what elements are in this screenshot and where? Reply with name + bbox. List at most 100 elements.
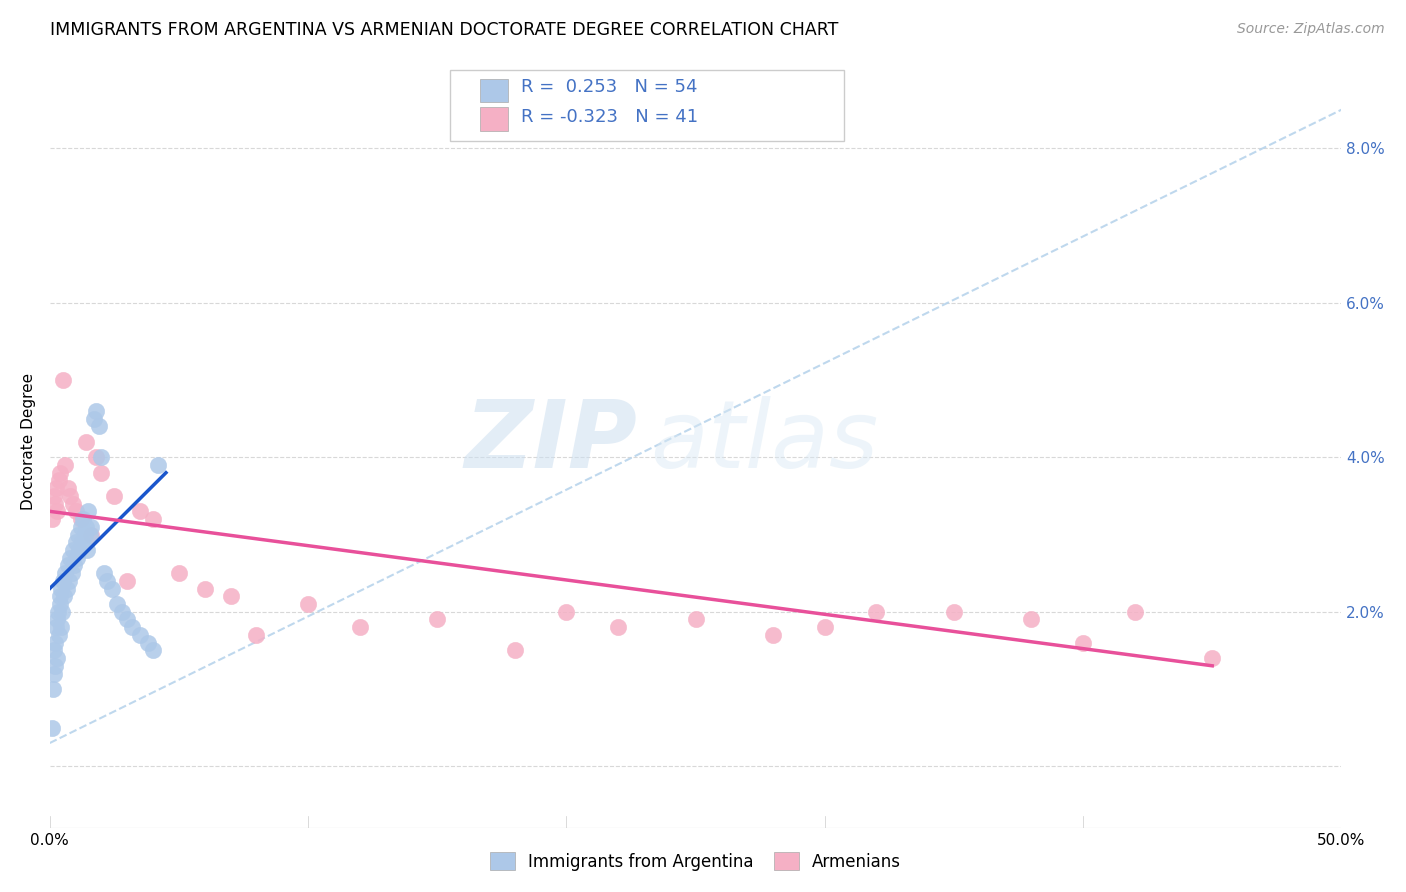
Point — [90, 450, 112, 465]
Point — [87, 419, 110, 434]
Point — [66, 550, 89, 565]
Point — [59, 550, 82, 565]
Point — [105, 597, 128, 611]
Point — [607, 620, 630, 634]
Point — [69, 520, 91, 534]
Point — [148, 458, 170, 472]
Point — [865, 605, 887, 619]
Point — [142, 512, 165, 526]
Point — [685, 612, 707, 626]
Text: ZIP: ZIP — [464, 396, 637, 488]
Point — [49, 466, 72, 480]
Point — [80, 527, 103, 541]
Point — [79, 527, 101, 541]
Point — [111, 605, 134, 619]
Point — [219, 589, 242, 603]
Point — [1021, 612, 1043, 626]
Point — [46, 651, 69, 665]
Point — [53, 458, 76, 472]
Point — [44, 658, 66, 673]
Point — [46, 612, 69, 626]
Point — [46, 605, 69, 619]
Point — [96, 574, 118, 588]
Point — [136, 635, 159, 649]
Point — [48, 597, 70, 611]
Legend: Immigrants from Argentina, Armenians: Immigrants from Argentina, Armenians — [484, 846, 908, 878]
Point — [58, 574, 80, 588]
FancyBboxPatch shape — [450, 70, 844, 141]
Point — [48, 628, 70, 642]
Point — [814, 620, 837, 634]
Point — [1123, 605, 1146, 619]
Point — [45, 481, 67, 495]
Point — [76, 543, 98, 558]
Point — [555, 605, 578, 619]
Point — [84, 404, 107, 418]
Point — [762, 628, 785, 642]
Point — [60, 566, 83, 581]
Point — [100, 582, 122, 596]
Point — [90, 466, 112, 480]
Point — [84, 450, 107, 465]
Point — [52, 589, 75, 603]
Point — [62, 543, 84, 558]
Point — [56, 481, 79, 495]
Point — [49, 620, 72, 634]
Point — [65, 535, 87, 549]
Point — [41, 721, 63, 735]
Point — [67, 527, 90, 541]
Point — [48, 474, 70, 488]
Point — [65, 504, 87, 518]
Point — [1201, 651, 1223, 665]
Point — [44, 635, 66, 649]
Point — [49, 589, 72, 603]
Point — [51, 582, 73, 596]
Text: R = -0.323   N = 41: R = -0.323 N = 41 — [522, 109, 699, 127]
Bar — [479, 107, 509, 130]
Point — [115, 612, 138, 626]
Point — [103, 489, 125, 503]
Text: atlas: atlas — [651, 396, 879, 487]
Point — [42, 666, 65, 681]
Point — [167, 566, 190, 581]
Point — [44, 643, 66, 657]
Point — [77, 504, 100, 518]
Y-axis label: Doctorate Degree: Doctorate Degree — [21, 373, 35, 510]
Point — [121, 620, 143, 634]
Point — [1071, 635, 1094, 649]
Point — [142, 643, 165, 657]
Text: Source: ZipAtlas.com: Source: ZipAtlas.com — [1237, 22, 1385, 37]
Point — [53, 566, 76, 581]
Point — [72, 512, 94, 526]
Point — [75, 434, 97, 449]
Point — [69, 512, 91, 526]
Point — [56, 558, 79, 573]
Point — [93, 566, 115, 581]
Point — [73, 527, 96, 541]
Text: R =  0.253   N = 54: R = 0.253 N = 54 — [522, 78, 697, 96]
Point — [349, 620, 371, 634]
Point — [75, 520, 97, 534]
Point — [70, 535, 93, 549]
Point — [42, 489, 65, 503]
Point — [67, 543, 90, 558]
Point — [297, 597, 319, 611]
Point — [44, 497, 66, 511]
Point — [41, 512, 63, 526]
Point — [62, 497, 84, 511]
Point — [129, 628, 152, 642]
Point — [46, 504, 69, 518]
Point — [115, 574, 138, 588]
Point — [129, 504, 152, 518]
Point — [52, 373, 75, 387]
Point — [42, 681, 65, 696]
Point — [83, 411, 105, 425]
Point — [45, 620, 67, 634]
Point — [55, 582, 77, 596]
Point — [51, 605, 73, 619]
Point — [426, 612, 449, 626]
Point — [245, 628, 267, 642]
Point — [59, 489, 82, 503]
Text: IMMIGRANTS FROM ARGENTINA VS ARMENIAN DOCTORATE DEGREE CORRELATION CHART: IMMIGRANTS FROM ARGENTINA VS ARMENIAN DO… — [49, 21, 838, 39]
Bar — [479, 78, 509, 102]
